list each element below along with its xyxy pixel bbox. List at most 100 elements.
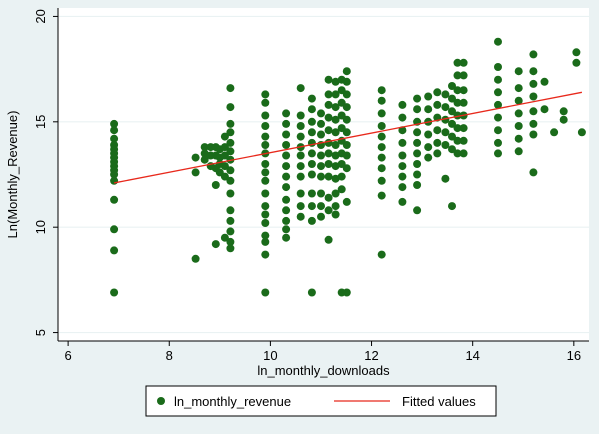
- data-point: [307, 94, 316, 103]
- data-point: [307, 105, 316, 114]
- data-point: [342, 141, 351, 149]
- x-tick-label: 12: [364, 348, 378, 363]
- data-point: [529, 107, 538, 116]
- data-point: [377, 250, 386, 259]
- data-point: [413, 206, 422, 215]
- data-point: [226, 176, 235, 185]
- data-point: [261, 111, 270, 120]
- data-point: [433, 149, 442, 158]
- data-point: [398, 113, 407, 122]
- x-tick-label: 16: [567, 348, 581, 363]
- data-point: [324, 235, 333, 244]
- data-point: [514, 134, 523, 143]
- data-point: [296, 162, 305, 171]
- data-point: [413, 138, 422, 147]
- data-point: [317, 130, 325, 139]
- data-point: [424, 130, 433, 139]
- data-point: [324, 126, 333, 135]
- data-point: [529, 50, 538, 59]
- data-point: [413, 105, 422, 114]
- data-point: [453, 58, 462, 67]
- y-tick-label: 10: [33, 220, 48, 234]
- data-point: [317, 202, 325, 211]
- data-point: [211, 240, 220, 249]
- data-point: [540, 77, 549, 86]
- data-point: [282, 195, 291, 204]
- data-point: [324, 75, 333, 84]
- data-point: [261, 176, 270, 185]
- data-point: [398, 151, 407, 160]
- data-point: [296, 111, 305, 120]
- x-tick-label: 6: [64, 348, 71, 363]
- axes: 6 8 10 12 14 16 5 10 15 20: [33, 8, 589, 363]
- data-point: [453, 136, 462, 145]
- data-point: [191, 254, 200, 263]
- data-point: [529, 92, 538, 101]
- data-point: [342, 67, 351, 76]
- data-point: [261, 250, 270, 259]
- fitted-line-layer: [114, 91, 583, 184]
- data-point: [220, 143, 229, 152]
- data-point: [448, 202, 456, 211]
- data-point: [459, 149, 468, 158]
- data-point: [226, 128, 235, 137]
- data-point: [413, 160, 422, 168]
- data-point: [261, 90, 270, 99]
- data-point: [226, 147, 235, 156]
- data-point: [331, 115, 340, 124]
- data-point: [282, 233, 291, 242]
- data-point: [261, 189, 270, 198]
- data-point: [514, 67, 523, 76]
- legend-label-ln-monthly-revenue: ln_monthly_revenue: [174, 394, 291, 409]
- data-point: [324, 193, 333, 202]
- data-point: [342, 90, 351, 99]
- data-point: [317, 119, 325, 128]
- data-point: [200, 149, 209, 158]
- x-tick-label: 14: [465, 348, 479, 363]
- data-point: [261, 168, 270, 177]
- data-point: [261, 132, 270, 141]
- data-point: [342, 197, 351, 206]
- data-point: [448, 94, 456, 103]
- data-point: [377, 143, 386, 152]
- data-point: [110, 195, 119, 204]
- data-point: [494, 88, 502, 97]
- data-point: [413, 181, 422, 189]
- data-point: [494, 75, 502, 84]
- data-point: [200, 155, 209, 164]
- data-point: [324, 90, 333, 99]
- data-point: [226, 227, 235, 236]
- data-point: [342, 164, 351, 173]
- data-point: [413, 128, 422, 137]
- data-point: [459, 86, 468, 95]
- data-point: [494, 113, 502, 122]
- data-point: [220, 132, 229, 141]
- data-point: [307, 117, 316, 126]
- data-point: [296, 122, 305, 130]
- data-point: [317, 151, 325, 160]
- data-point: [441, 115, 450, 124]
- data-point: [529, 67, 538, 76]
- data-point: [220, 151, 229, 160]
- data-point: [331, 202, 340, 211]
- data-point: [398, 126, 407, 135]
- data-point: [261, 160, 270, 168]
- data-point: [342, 103, 351, 112]
- data-point: [110, 246, 119, 255]
- data-point: [529, 168, 538, 177]
- data-point: [296, 132, 305, 141]
- data-point: [220, 162, 229, 171]
- data-point: [296, 151, 305, 160]
- data-point: [331, 90, 340, 99]
- data-point: [110, 225, 119, 234]
- data-point: [342, 115, 351, 124]
- data-point: [441, 103, 450, 112]
- data-point: [453, 98, 462, 107]
- data-point: [377, 176, 386, 185]
- data-point: [342, 151, 351, 160]
- data-point: [337, 185, 346, 194]
- data-point: [459, 136, 468, 145]
- data-point: [296, 189, 305, 198]
- x-axis-title: ln_monthly_downloads: [257, 363, 390, 378]
